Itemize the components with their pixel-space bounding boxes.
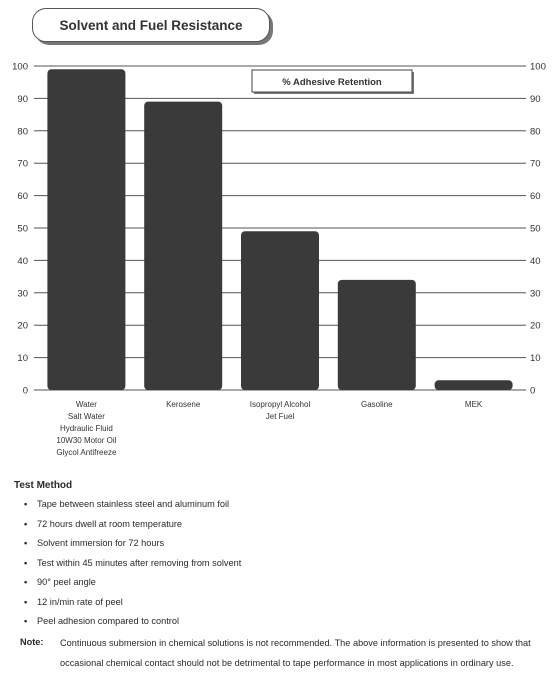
legend-box	[251, 69, 413, 93]
y-tick-label-right: 0	[530, 386, 535, 397]
chart-title: Solvent and Fuel Resistance	[32, 8, 270, 42]
bar	[47, 69, 126, 391]
x-category-label: Gasoline	[361, 400, 393, 409]
test-method-item: 90° peel angle	[24, 573, 544, 593]
bar	[434, 380, 513, 390]
y-tick-label-right: 50	[530, 224, 541, 235]
bar	[144, 101, 223, 390]
x-category-label: 10W30 Motor Oil	[56, 436, 116, 445]
y-tick-label-right: 30	[530, 288, 541, 299]
bar-chart: 0 0 10 10 20 20 30 30 40 40 50 50 60 60 70 70 80 80 90 90 10…	[12, 62, 546, 458]
x-category-label: Hydraulic Fluid	[60, 424, 113, 433]
y-tick-label-left: 30	[17, 288, 28, 299]
x-category-label: Water	[76, 400, 97, 409]
test-method-item: Solvent immersion for 72 hours	[24, 534, 544, 554]
y-tick-label-left: 40	[17, 256, 28, 267]
x-category-label: Kerosene	[166, 400, 201, 409]
y-tick-label-right: 90	[530, 94, 541, 105]
test-method-item: Tape between stainless steel and aluminu…	[24, 495, 544, 515]
y-tick-label-right: 10	[530, 353, 541, 364]
y-tick-label-right: 40	[530, 256, 541, 267]
y-tick-label-left: 70	[17, 159, 28, 170]
note-text: Continuous submersion in chemical soluti…	[60, 637, 531, 668]
y-tick-label-right: 100	[530, 62, 546, 73]
y-tick-label-left: 10	[17, 353, 28, 364]
test-method-item: 12 in/min rate of peel	[24, 593, 544, 613]
bar	[241, 231, 319, 390]
test-method-item: Test within 45 minutes after removing fr…	[24, 554, 544, 574]
y-tick-label-left: 90	[17, 94, 28, 105]
bar	[337, 279, 416, 390]
y-tick-label-right: 70	[530, 159, 541, 170]
legend-label: % Adhesive Retention	[282, 77, 382, 88]
x-category-label: MEK	[465, 400, 483, 409]
x-category-label: Salt Water	[68, 412, 105, 421]
test-method-heading: Test Method	[14, 480, 73, 491]
test-method-section: Test Method Tape between stainless steel…	[14, 477, 544, 673]
y-tick-label-left: 0	[23, 386, 28, 397]
test-method-list: Tape between stainless steel and aluminu…	[14, 495, 544, 632]
test-method-item: Peel adhesion compared to control	[24, 612, 544, 632]
y-tick-label-right: 20	[530, 321, 541, 332]
y-tick-label-right: 80	[530, 126, 541, 137]
y-tick-label-left: 80	[17, 126, 28, 137]
x-category-label: Jet Fuel	[266, 412, 295, 421]
note: Note: Continuous submersion in chemical …	[14, 633, 544, 673]
y-tick-label-left: 100	[12, 62, 28, 73]
y-tick-label-left: 60	[17, 191, 28, 202]
y-tick-label-left: 50	[17, 224, 28, 235]
y-tick-label-left: 20	[17, 321, 28, 332]
x-category-label: Glycol Antifreeze	[56, 448, 117, 457]
x-category-label: Isopropyl Alcohol	[250, 400, 311, 409]
note-label: Note:	[20, 636, 44, 647]
y-tick-label-right: 60	[530, 191, 541, 202]
test-method-item: 72 hours dwell at room temperature	[24, 515, 544, 535]
